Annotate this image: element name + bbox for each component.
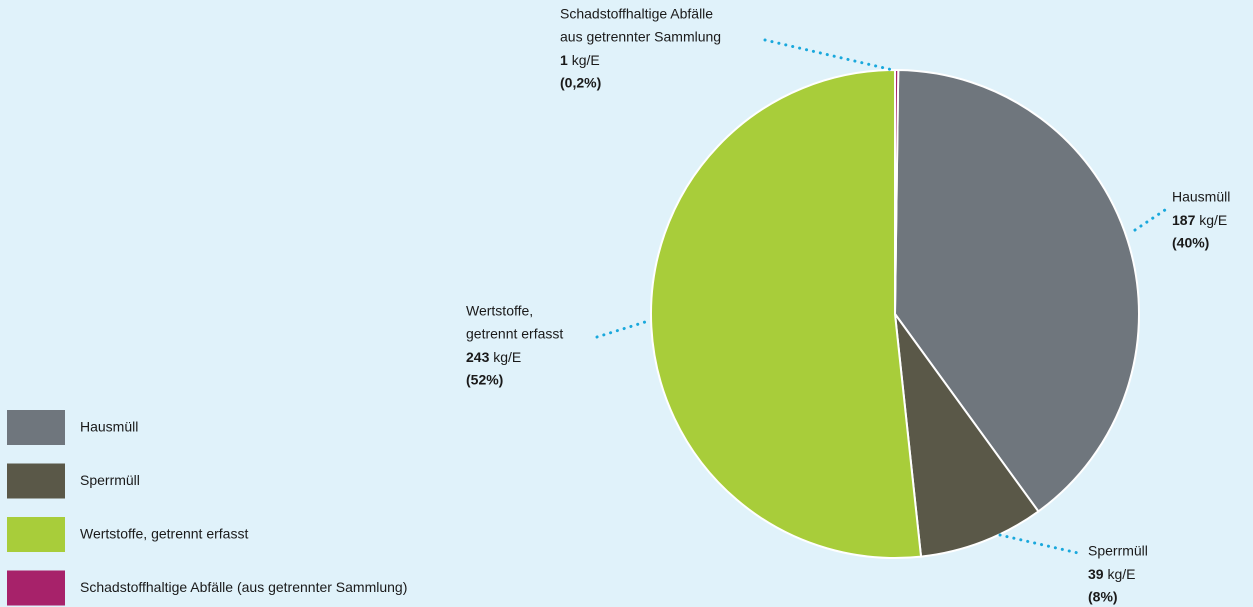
callout-percent: (52%) bbox=[466, 372, 503, 388]
value-unit: kg/E bbox=[1199, 212, 1227, 228]
callout-percent: (40%) bbox=[1172, 235, 1209, 251]
value-number: 187 bbox=[1172, 212, 1196, 228]
legend-swatch bbox=[7, 517, 65, 552]
pie-slice bbox=[894, 68, 900, 315]
callout-label: Sperrmüll bbox=[1088, 543, 1148, 559]
callout-percent: (8%) bbox=[1088, 589, 1118, 605]
value-unit: kg/E bbox=[1107, 566, 1135, 582]
callout-label: Schadstoffhaltige Abfälle bbox=[560, 6, 713, 22]
callout-label: Wertstoffe, bbox=[466, 303, 533, 319]
callout-line bbox=[998, 533, 1080, 555]
value-number: 243 bbox=[466, 349, 490, 365]
callout-value: 187 kg/E bbox=[1172, 212, 1227, 228]
callout-label: Hausmüll bbox=[1172, 189, 1230, 205]
legend-swatch bbox=[7, 463, 65, 499]
callout-label: getrennt erfasst bbox=[466, 326, 563, 342]
callout-line bbox=[763, 38, 895, 72]
callout-value: 243 kg/E bbox=[466, 349, 521, 365]
callout-line bbox=[595, 320, 647, 339]
pie-slice bbox=[650, 68, 923, 559]
value-number: 39 bbox=[1088, 566, 1104, 582]
callout-value: 39 kg/E bbox=[1088, 566, 1135, 582]
value-number: 1 bbox=[560, 52, 568, 68]
callout-percent: (0,2%) bbox=[560, 75, 601, 91]
legend-swatch bbox=[7, 570, 65, 606]
callout-value: 1 kg/E bbox=[560, 52, 600, 68]
callout-label: aus getrennter Sammlung bbox=[560, 29, 721, 45]
callout-line bbox=[1133, 208, 1167, 232]
pie-slice bbox=[893, 310, 1040, 558]
legend-label: Wertstoffe, getrennt erfasst bbox=[80, 526, 248, 542]
pie-slice bbox=[893, 69, 1140, 513]
legend-label: Hausmüll bbox=[80, 419, 138, 435]
legend-label: Sperrmüll bbox=[80, 472, 140, 488]
legend-swatch bbox=[7, 410, 65, 445]
value-unit: kg/E bbox=[493, 349, 521, 365]
legend-label: Schadstoffhaltige Abfälle (aus getrennte… bbox=[80, 579, 407, 595]
value-unit: kg/E bbox=[572, 52, 600, 68]
